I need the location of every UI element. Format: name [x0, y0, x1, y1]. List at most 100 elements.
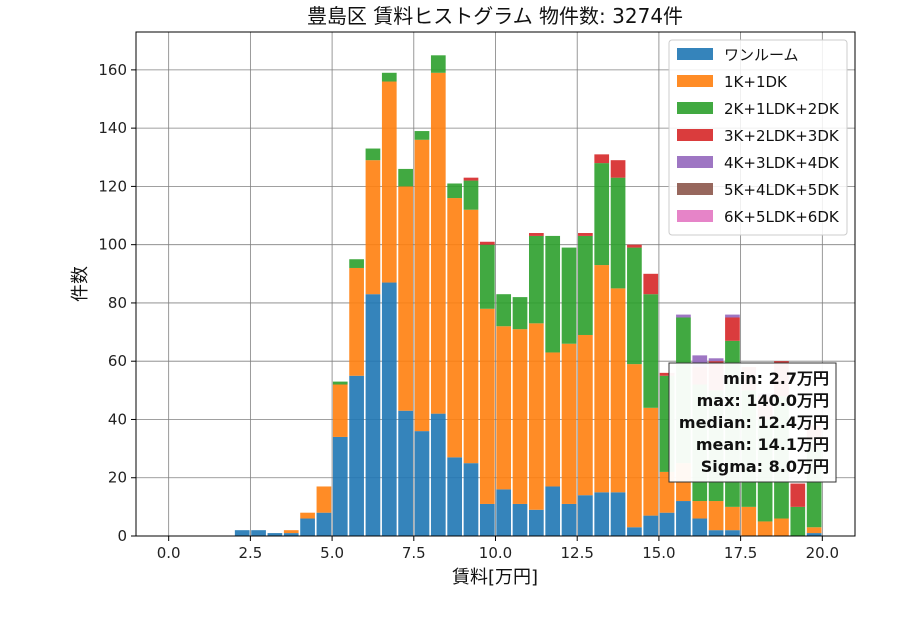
bar-segment: [512, 297, 528, 330]
legend-label: 3K+2LDK+3DK: [724, 127, 840, 145]
bar-segment: [463, 177, 479, 181]
bar-segment: [430, 413, 446, 536]
bar-segment: [463, 209, 479, 464]
bar-segment: [659, 372, 675, 376]
stat-sigma: Sigma: 8.0万円: [701, 457, 829, 476]
y-tick-label: 40: [108, 410, 127, 428]
bar-segment: [463, 180, 479, 210]
legend-swatch: [677, 210, 713, 222]
y-tick-label: 20: [108, 469, 127, 487]
bar-segment: [692, 518, 708, 536]
bar-segment: [447, 457, 463, 536]
bar-segment: [708, 501, 724, 531]
bar-segment: [349, 259, 364, 268]
bar-segment: [414, 131, 430, 140]
bar-segment: [643, 515, 659, 536]
bar-segment: [610, 160, 626, 178]
bar-segment: [332, 384, 348, 437]
bar-segment: [365, 160, 381, 295]
bar-segment: [447, 198, 463, 458]
y-tick-label: 80: [108, 294, 127, 312]
bar-segment: [708, 530, 724, 536]
bar-segment: [381, 72, 397, 82]
bar-segment: [349, 267, 364, 376]
bar-segment: [398, 410, 413, 536]
bar-segment: [496, 326, 512, 490]
bar-segment: [725, 314, 740, 318]
x-tick-label: 2.5: [238, 544, 262, 562]
bar-segment: [692, 355, 708, 368]
legend-swatch: [677, 102, 713, 114]
bar-segment: [479, 244, 495, 309]
bar-segment: [316, 486, 332, 513]
bar-segment: [463, 463, 479, 536]
bar-segment: [528, 509, 544, 536]
bar-segment: [627, 527, 642, 536]
bar-segment: [545, 352, 561, 487]
bar-segment: [725, 506, 740, 531]
y-tick-label: 160: [98, 61, 127, 79]
y-tick-label: 60: [108, 352, 127, 370]
legend-label: 1K+1DK: [724, 73, 788, 91]
bar-segment: [708, 358, 724, 362]
bar-segment: [594, 492, 610, 536]
bar-segment: [578, 334, 593, 496]
bar-segment: [332, 381, 348, 385]
bar-segment: [545, 486, 561, 536]
legend-frame: [668, 39, 848, 236]
x-tick-label: 5.0: [320, 544, 344, 562]
bar-segment: [528, 323, 544, 510]
bar-segment: [479, 308, 495, 504]
bar-segment: [561, 503, 577, 536]
stats-box-frame: [668, 362, 837, 483]
bar-segment: [790, 506, 806, 536]
bar-segment: [692, 501, 708, 519]
stat-mean: mean: 14.1万円: [696, 435, 829, 454]
legend-swatch: [677, 75, 713, 87]
bar-segment: [381, 81, 397, 283]
bar-segment: [561, 247, 577, 344]
bar-segment: [741, 506, 757, 536]
bar-segment: [283, 533, 299, 536]
bar-segment: [496, 294, 512, 327]
legend-label: 4K+3LDK+4DK: [724, 154, 840, 172]
bar-segment: [267, 533, 283, 536]
bar-segment: [627, 247, 642, 365]
bar-segment: [578, 233, 593, 236]
bar-segment: [594, 163, 610, 266]
x-tick-label: 10.0: [479, 544, 512, 562]
bar-segment: [774, 518, 789, 536]
bar-segment: [790, 483, 806, 507]
legend-label: ワンルーム: [724, 46, 799, 64]
bar-segment: [496, 489, 512, 536]
y-axis-title: 件数: [70, 266, 91, 302]
bar-segment: [479, 241, 495, 245]
bar-segment: [349, 375, 364, 536]
legend-label: 6K+5LDK+6DK: [724, 208, 840, 226]
bar-segment: [528, 235, 544, 324]
bar-segment: [512, 503, 528, 536]
bar-segment: [725, 317, 740, 341]
y-tick-label: 100: [98, 236, 127, 254]
legend-label: 2K+1LDK+2DK: [724, 100, 840, 118]
bar-segment: [627, 364, 642, 528]
bar-segment: [414, 431, 430, 536]
stat-max: max: 140.0万円: [697, 391, 829, 410]
x-tick-label: 17.5: [724, 544, 757, 562]
bar-segment: [676, 501, 691, 536]
legend-swatch: [677, 48, 713, 60]
x-tick-label: 20.0: [806, 544, 839, 562]
legend: ワンルーム 1K+1DK 2K+1LDK+2DK 3K+2LDK+3DK 4K+3LDK…: [668, 39, 848, 236]
x-tick-label: 7.5: [402, 544, 426, 562]
bar-segment: [365, 148, 381, 161]
bar-segment: [430, 55, 446, 73]
bar-segment: [594, 154, 610, 164]
bar-segment: [430, 72, 446, 414]
bar-segment: [757, 521, 773, 536]
bar-segment: [676, 314, 691, 318]
stat-min: min: 2.7万円: [723, 369, 829, 388]
bar-segment: [234, 530, 250, 536]
bar-segment: [414, 139, 430, 432]
